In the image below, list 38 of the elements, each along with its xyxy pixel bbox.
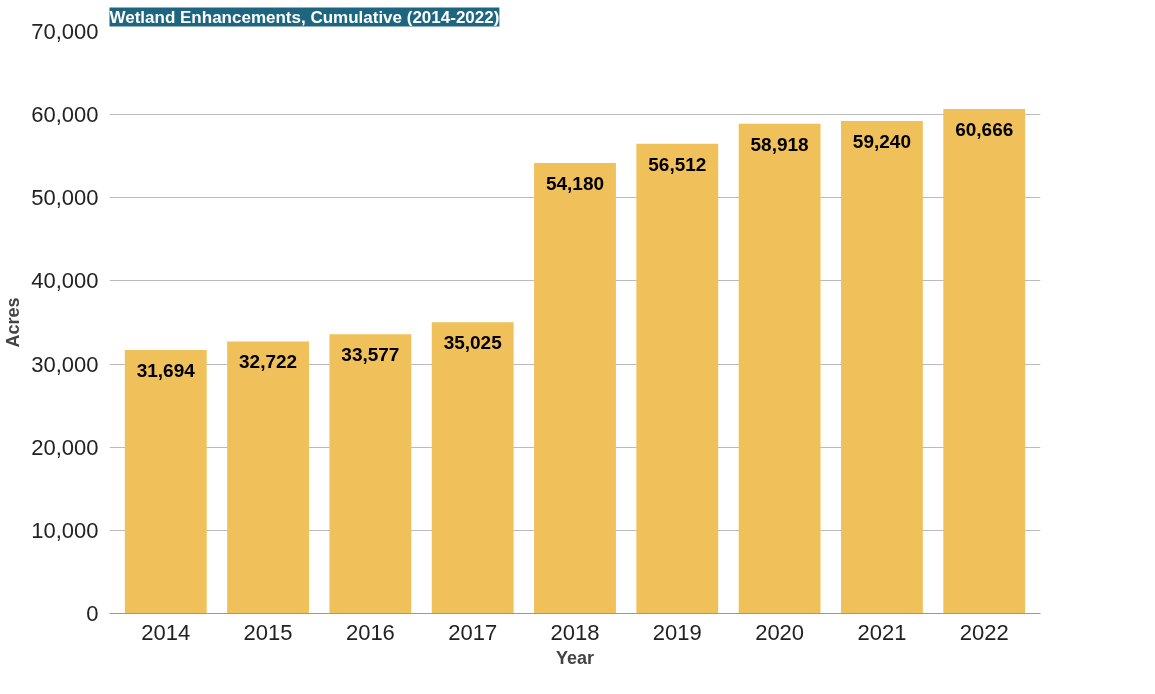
bar (329, 334, 412, 614)
x-tick-label: 2016 (345, 619, 395, 645)
bar (227, 341, 309, 614)
bar (431, 322, 514, 614)
data-label: 35,025 (443, 332, 503, 354)
data-label: 31,694 (136, 359, 196, 381)
x-tick-label: 2019 (652, 619, 702, 645)
y-tick-label: 50,000 (31, 185, 99, 211)
y-tick-label: 0 (86, 601, 99, 626)
data-label: 33,577 (341, 344, 400, 366)
y-tick-label: 30,000 (31, 351, 99, 377)
bar (534, 163, 616, 614)
data-label: 59,240 (852, 130, 911, 152)
bar (124, 349, 207, 614)
x-tick-label: 2021 (857, 619, 907, 645)
x-tick-label: 2020 (755, 619, 805, 645)
bar (943, 109, 1026, 614)
y-tick-label: 60,000 (31, 102, 99, 128)
y-tick-label: 40,000 (31, 268, 99, 294)
x-tick-label: 2014 (141, 619, 191, 645)
data-label: 60,666 (955, 119, 1014, 141)
bar (738, 123, 821, 614)
y-tick-label: 20,000 (31, 434, 99, 460)
y-tick-label: 70,000 (31, 19, 99, 44)
data-label: 58,918 (750, 133, 809, 155)
data-label: 54,180 (545, 173, 605, 195)
bar (841, 120, 923, 614)
y-tick-label: 10,000 (31, 517, 99, 543)
x-axis-title: Year (555, 647, 595, 668)
x-tick-label: 2017 (448, 619, 498, 645)
chart-title: Wetland Enhancements, Cumulative (2014-2022) (109, 7, 500, 27)
bar (636, 143, 719, 614)
data-label: 32,722 (239, 351, 298, 373)
data-label: 56,512 (648, 153, 707, 175)
x-tick-label: 2022 (959, 619, 1009, 645)
x-tick-label: 2015 (243, 619, 293, 645)
x-tick-label: 2018 (550, 619, 600, 645)
y-axis-title: Acres (3, 297, 24, 348)
